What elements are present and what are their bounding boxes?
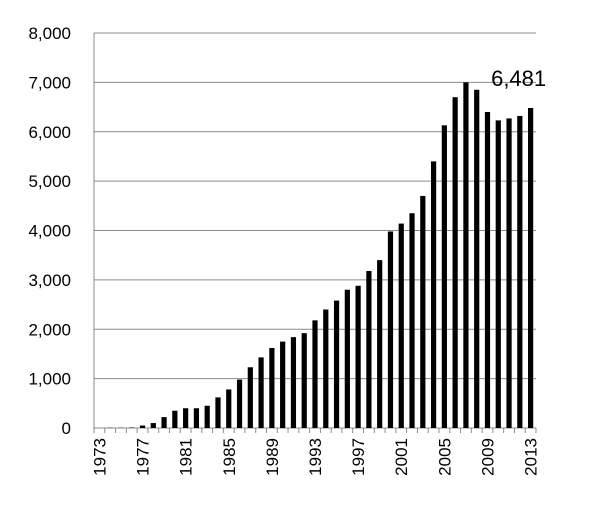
bar	[215, 397, 221, 428]
bar	[290, 337, 297, 428]
y-tick-label: 8,000	[28, 24, 71, 43]
bar	[474, 89, 480, 428]
bar	[247, 367, 253, 428]
bar	[495, 120, 501, 429]
bar	[387, 231, 394, 428]
bar	[280, 341, 286, 428]
bar	[150, 423, 156, 428]
bar	[161, 417, 167, 428]
bar	[517, 115, 523, 428]
bar	[398, 223, 404, 428]
x-tick-label: 1977	[134, 438, 153, 476]
bar	[204, 405, 210, 428]
bar	[172, 410, 178, 428]
bar	[193, 408, 200, 428]
bar	[312, 320, 318, 428]
bar	[236, 379, 243, 428]
bar	[430, 161, 437, 428]
y-tick-label: 6,000	[28, 123, 71, 142]
bar	[226, 389, 232, 428]
x-tick-label: 1993	[306, 438, 325, 476]
bar	[323, 309, 329, 428]
y-tick-label: 3,000	[28, 271, 71, 290]
y-tick-label: 7,000	[28, 73, 71, 92]
x-tick-label: 1989	[263, 438, 282, 476]
bar	[484, 112, 491, 428]
bar	[441, 125, 447, 429]
bar	[333, 300, 340, 428]
x-tick-label: 2005	[435, 438, 454, 476]
bar	[409, 213, 415, 428]
value-label: 6,481	[491, 66, 546, 91]
x-tick-label: 1973	[90, 438, 109, 476]
bar	[301, 333, 307, 428]
bar	[183, 408, 189, 428]
y-tick-label: 2,000	[28, 320, 71, 339]
bar	[269, 348, 275, 428]
x-tick-label: 1997	[349, 438, 368, 476]
bar	[139, 425, 146, 428]
bar	[355, 285, 361, 428]
x-tick-label: 2013	[522, 438, 541, 476]
x-tick-label: 1985	[220, 438, 239, 476]
y-tick-label: 5,000	[28, 172, 71, 191]
x-tick-label: 2009	[478, 438, 497, 476]
bar	[528, 108, 534, 429]
bar	[258, 357, 264, 428]
bar	[463, 82, 469, 428]
y-tick-label: 1,000	[28, 370, 71, 389]
bar	[506, 118, 512, 428]
bar	[366, 270, 372, 428]
y-tick-label: 4,000	[28, 222, 71, 241]
x-tick-label: 2001	[392, 438, 411, 476]
bar	[420, 195, 426, 428]
bar	[377, 260, 383, 428]
bar	[452, 97, 458, 428]
bar	[344, 289, 350, 428]
y-tick-label: 0	[62, 419, 71, 438]
x-tick-label: 1981	[177, 438, 196, 476]
